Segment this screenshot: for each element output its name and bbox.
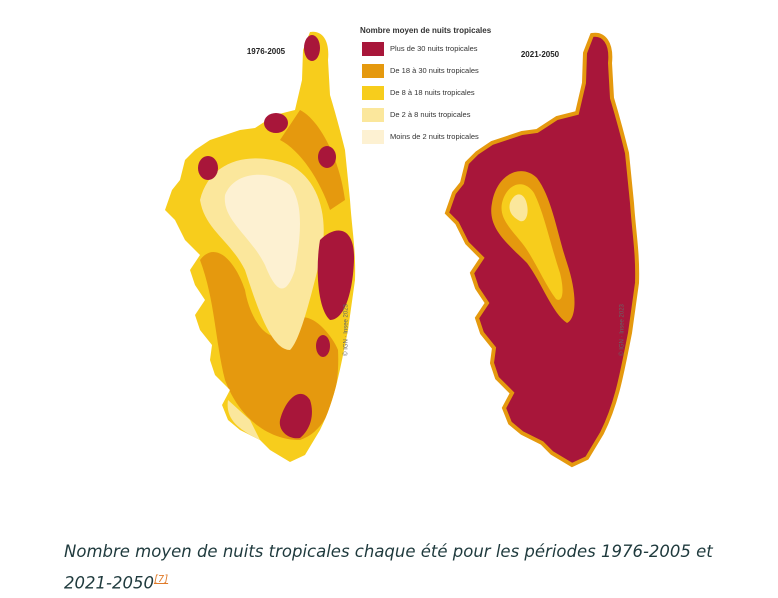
zone [304, 35, 320, 61]
map-1976-2005: 1976-2005 © IGN · Insee 2023 [165, 31, 356, 462]
footnote-link[interactable]: [7] [153, 574, 169, 585]
legend-swatch [362, 108, 384, 122]
legend-label: Plus de 30 nuits tropicales [390, 44, 478, 53]
credit: © IGN · Insee 2023 [343, 303, 350, 355]
legend-title: Nombre moyen de nuits tropicales [360, 26, 492, 35]
legend-swatch [362, 64, 384, 78]
zone [316, 335, 330, 357]
caption-text: Nombre moyen de nuits tropicales chaque … [64, 542, 713, 593]
period-label: 1976-2005 [247, 47, 286, 56]
legend-label: De 2 à 8 nuits tropicales [390, 110, 471, 119]
caption: Nombre moyen de nuits tropicales chaque … [64, 538, 744, 598]
legend-swatch [362, 130, 384, 144]
zone [280, 110, 345, 210]
zone [279, 393, 312, 439]
zone [317, 230, 355, 320]
map-2021-2050: 2021-2050 © IGN · Insee 2023 [445, 32, 640, 467]
legend-label: De 18 à 30 nuits tropicales [390, 66, 479, 75]
legend: Nombre moyen de nuits tropicales Plus de… [360, 26, 492, 144]
credit: © IGN · Insee 2023 [619, 303, 626, 355]
zone [227, 400, 260, 440]
legend-swatch [362, 42, 384, 56]
legend-swatch [362, 86, 384, 100]
zone [200, 251, 339, 440]
legend-label: De 8 à 18 nuits tropicales [390, 88, 475, 97]
map-figure: 1976-2005 © IGN · Insee 2023 2021-2050 ©… [165, 26, 640, 467]
period-label: 2021-2050 [521, 50, 560, 59]
zone [224, 174, 300, 289]
zone [264, 113, 288, 133]
zone [509, 194, 528, 222]
legend-label: Moins de 2 nuits tropicales [390, 132, 479, 141]
zone [198, 156, 218, 180]
zone [318, 146, 336, 168]
